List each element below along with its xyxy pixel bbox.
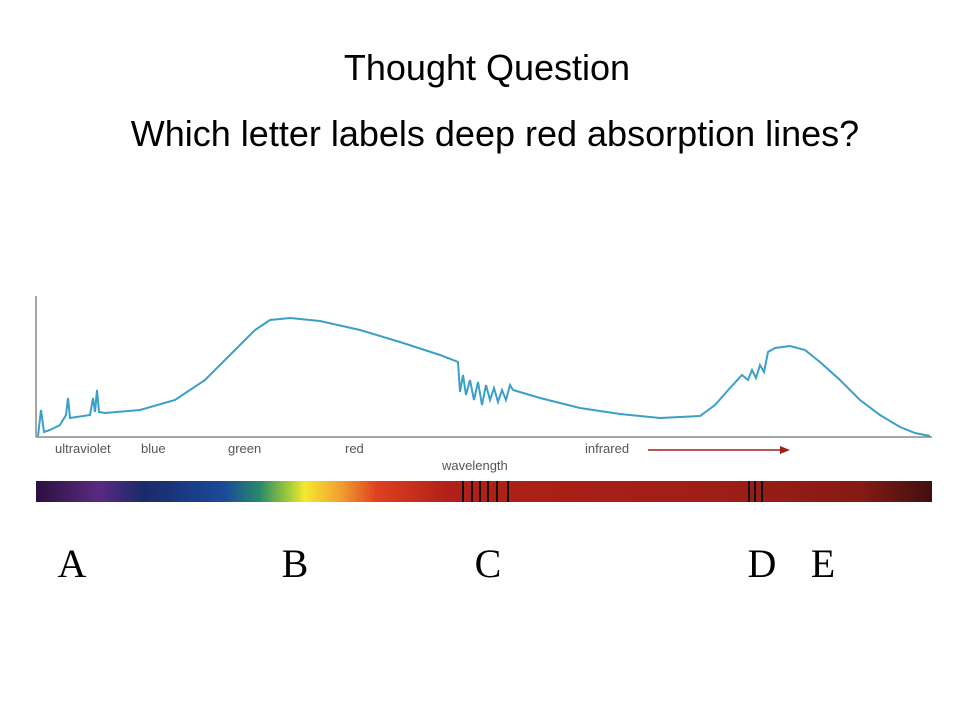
band-label: red [345, 441, 364, 456]
band-label: ultraviolet [55, 441, 111, 456]
band-label: blue [141, 441, 166, 456]
title: Thought Question [344, 47, 630, 88]
axis-label: wavelength [441, 458, 508, 473]
option-letter: D [748, 541, 777, 586]
intensity-curve [37, 316, 931, 437]
band-label: infrared [585, 441, 629, 456]
absorption-lines [462, 481, 763, 502]
arrow-head [780, 446, 790, 454]
band-label: green [228, 441, 261, 456]
option-letter: E [811, 541, 835, 586]
option-letter: B [282, 541, 309, 586]
spectrum-diagram: ultraviolet blue green red infrared wave… [35, 296, 932, 502]
question: Which letter labels deep red absorption … [131, 113, 859, 154]
option-letter: A [58, 541, 87, 586]
spectrum-bar [36, 481, 932, 502]
option-letter: C [475, 541, 502, 586]
